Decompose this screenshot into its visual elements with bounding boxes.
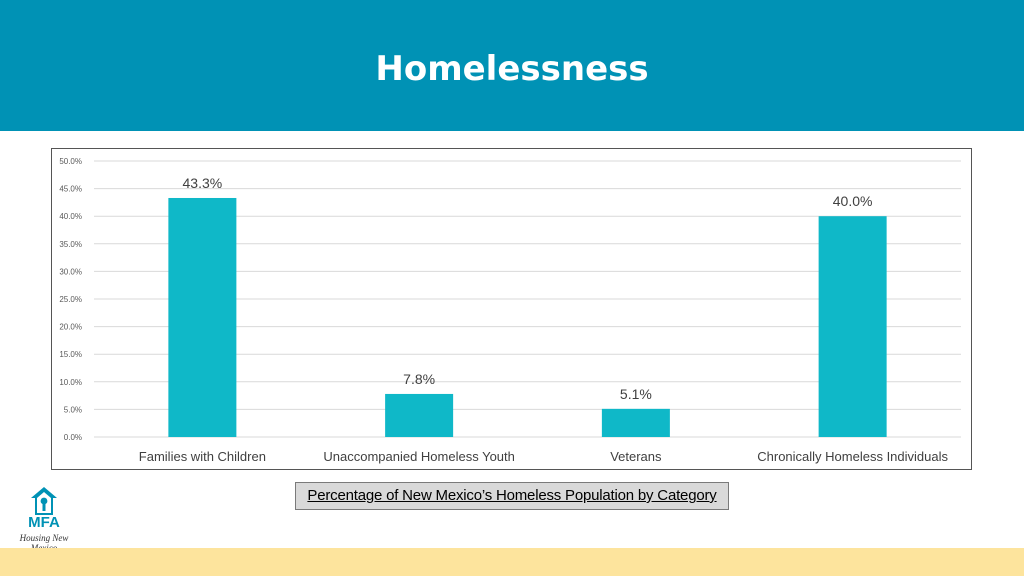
- bar: [818, 216, 887, 437]
- y-tick-label: 40.0%: [59, 212, 82, 221]
- x-category-label: Veterans: [610, 449, 662, 464]
- y-tick-label: 50.0%: [59, 157, 82, 166]
- x-category-label: Chronically Homeless Individuals: [757, 449, 948, 464]
- data-label: 7.8%: [403, 371, 435, 387]
- bar: [601, 408, 670, 437]
- x-category-label: Families with Children: [139, 449, 266, 464]
- header-bar: Homelessness: [0, 0, 1024, 131]
- y-tick-label: 30.0%: [59, 267, 82, 276]
- mfa-logo: MFA Housing New Mexico: [8, 486, 80, 553]
- y-tick-label: 20.0%: [59, 323, 82, 332]
- bar: [168, 197, 237, 437]
- page-title: Homelessness: [375, 49, 649, 89]
- house-keyhole-icon: [31, 487, 57, 515]
- y-tick-label: 5.0%: [64, 405, 82, 414]
- bar: [385, 393, 454, 437]
- logo-wordmark: MFA: [28, 514, 60, 531]
- data-label: 43.3%: [183, 175, 223, 191]
- footer-band: [0, 548, 1024, 576]
- y-tick-label: 0.0%: [64, 433, 82, 442]
- chart-canvas: 0.0% 5.0% 10.0% 15.0% 20.0% 25.0% 30.0% 35.0% 40…: [59, 157, 961, 464]
- data-label: 5.1%: [620, 386, 652, 402]
- y-tick-label: 25.0%: [59, 295, 82, 304]
- y-tick-label: 15.0%: [59, 350, 82, 359]
- y-tick-label: 10.0%: [59, 378, 82, 387]
- x-category-label: Unaccompanied Homeless Youth: [323, 449, 515, 464]
- chart-caption: Percentage of New Mexico’s Homeless Popu…: [295, 482, 729, 510]
- y-tick-label: 35.0%: [59, 240, 82, 249]
- bar-chart: 0.0% 5.0% 10.0% 15.0% 20.0% 25.0% 30.0% 35.0% 40…: [51, 148, 972, 470]
- y-tick-label: 45.0%: [59, 185, 82, 194]
- data-label: 40.0%: [833, 193, 873, 209]
